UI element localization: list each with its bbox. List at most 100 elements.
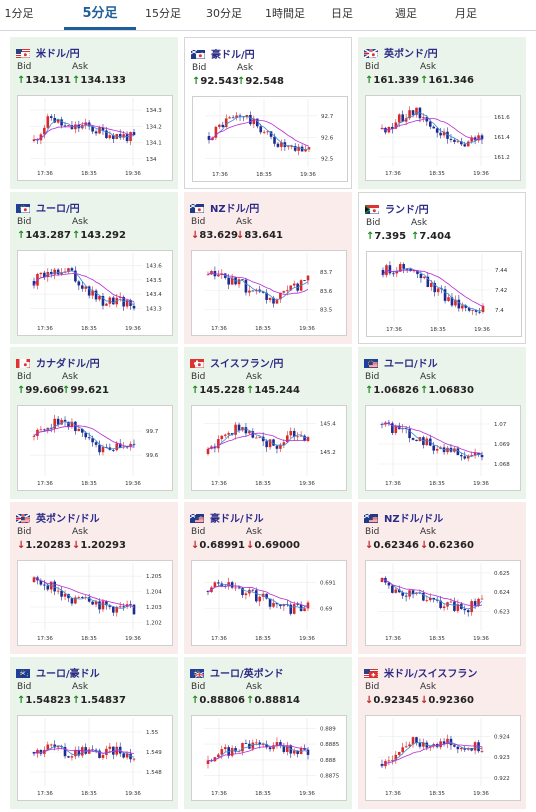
candlestick-chart[interactable]: 17:36 18:35 19:36 1.55 1.549 1.548 bbox=[17, 715, 173, 801]
pair-title[interactable]: ランド/円 bbox=[365, 201, 429, 216]
pair-title[interactable]: ユーロ/豪ドル bbox=[16, 665, 100, 680]
rate-card[interactable]: NZドル/円 Bid Ask ↓83.629 ↓83.641 17:36 18:35 19:3… bbox=[184, 192, 352, 344]
rate-card[interactable]: 英ポンド/ドル Bid Ask ↓1.20283 ↓1.20293 17:36 18:35 1… bbox=[10, 502, 178, 654]
pair-title[interactable]: ユーロ/英ポンド bbox=[190, 665, 284, 680]
candle bbox=[118, 296, 122, 298]
candle bbox=[415, 107, 418, 115]
candlestick-chart[interactable]: 17:36 18:35 19:36 143.6 143.5 143.4 143.3 bbox=[17, 250, 173, 336]
pair-title[interactable]: 豪ドル/円 bbox=[191, 46, 255, 61]
pair-name[interactable]: 英ポンド/円 bbox=[384, 49, 438, 60]
rate-card[interactable]: 英ポンド/円 Bid Ask ↑161.339 ↑161.346 17:36 18:35 19… bbox=[358, 37, 526, 189]
candlestick-chart[interactable]: 17:36 18:35 19:36 145.4 145.2 bbox=[191, 405, 347, 491]
candlestick-chart[interactable]: 17:36 18:35 19:36 1.205 1.204 1.203 1.202 bbox=[17, 560, 173, 646]
pair-name[interactable]: ユーロ/ドル bbox=[384, 359, 438, 370]
pair-title[interactable]: 英ポンド/ドル bbox=[16, 510, 100, 525]
rate-card[interactable]: 米ドル/円 Bid Ask ↑134.131 ↑134.133 17:36 18:35 19:… bbox=[10, 37, 178, 189]
candle bbox=[80, 428, 84, 433]
eu-au-flag-icon bbox=[16, 669, 30, 678]
candle bbox=[217, 274, 220, 277]
pair-name[interactable]: ユーロ/豪ドル bbox=[36, 669, 100, 680]
candle bbox=[43, 127, 46, 135]
tab-8[interactable]: 月足 bbox=[455, 7, 477, 20]
candlestick-chart[interactable]: 17:36 18:35 19:36 92.7 92.6 92.5 bbox=[192, 96, 348, 182]
pair-name[interactable]: ユーロ/英ポンド bbox=[210, 669, 284, 680]
pair-name[interactable]: ユーロ/円 bbox=[36, 204, 80, 215]
ask-value: ↓0.69000 bbox=[246, 540, 300, 551]
rate-card[interactable]: スイスフラン/円 Bid Ask ↑145.228 ↑145.244 17:36 18:35… bbox=[184, 347, 352, 499]
candle bbox=[425, 600, 429, 601]
pair-name[interactable]: 米ドル/スイスフラン bbox=[384, 669, 478, 680]
pair-title[interactable]: 米ドル/スイスフラン bbox=[364, 665, 477, 680]
tab-1[interactable]: 1分足 bbox=[4, 7, 34, 20]
pair-name[interactable]: ランド/円 bbox=[385, 205, 429, 216]
candle bbox=[460, 455, 463, 457]
ask-value: ↑145.244 bbox=[246, 385, 300, 396]
candlestick-chart[interactable]: 17:36 18:35 19:36 0.625 0.624 0.623 bbox=[365, 560, 521, 646]
candle bbox=[108, 746, 112, 749]
candlestick-chart[interactable]: 17:36 18:35 19:36 1.07 1.069 1.068 bbox=[365, 405, 521, 491]
pair-title[interactable]: ユーロ/円 bbox=[16, 200, 80, 215]
tab-4[interactable]: 30分足 bbox=[206, 7, 242, 20]
candlestick-chart[interactable]: 17:36 18:35 19:36 0.889 0.8885 0.888 0.8875 bbox=[191, 715, 347, 801]
pair-title[interactable]: スイスフラン/円 bbox=[190, 355, 283, 370]
candle bbox=[77, 428, 81, 432]
candle bbox=[290, 146, 294, 147]
candlestick-chart[interactable]: 17:36 18:35 19:36 0.924 0.923 0.922 bbox=[365, 715, 521, 801]
pair-name[interactable]: 豪ドル/円 bbox=[211, 50, 255, 61]
candle bbox=[63, 125, 67, 127]
pair-name[interactable]: 英ポンド/ドル bbox=[36, 514, 100, 525]
nz-us-flag-icon bbox=[364, 514, 378, 523]
pair-name[interactable]: スイスフラン/円 bbox=[210, 359, 284, 370]
candle bbox=[223, 434, 227, 436]
pair-title[interactable]: カナダドル/円 bbox=[16, 355, 100, 370]
pair-name[interactable]: NZドル/ドル bbox=[384, 514, 444, 525]
candle bbox=[394, 122, 398, 129]
candlestick-chart[interactable]: 17:36 18:35 19:36 161.6 161.4 161.2 bbox=[365, 95, 521, 181]
pair-title[interactable]: 豪ドル/ドル bbox=[190, 510, 264, 525]
pair-title[interactable]: ユーロ/ドル bbox=[364, 355, 438, 370]
candle bbox=[255, 118, 259, 127]
rate-card[interactable]: ランド/円 Bid Ask ↑7.395 ↑7.404 17:36 18:35 19:36 7.… bbox=[358, 192, 526, 344]
pair-title[interactable]: NZドル/ドル bbox=[364, 510, 443, 525]
bid-label: Bid bbox=[17, 527, 32, 537]
pair-name[interactable]: 米ドル/円 bbox=[36, 49, 80, 60]
pair-title[interactable]: 米ドル/円 bbox=[16, 45, 80, 60]
tab-5[interactable]: 1時間足 bbox=[265, 7, 305, 20]
rate-card[interactable]: ユーロ/豪ドル Bid Ask ↑1.54823 ↑1.54837 17:36 18:35 1… bbox=[10, 657, 178, 809]
candle bbox=[112, 606, 115, 613]
candle bbox=[56, 418, 60, 425]
rate-card[interactable]: ユーロ/ドル Bid Ask ↑1.06826 ↑1.06830 17:36 18:35 19… bbox=[358, 347, 526, 499]
rate-card[interactable]: 米ドル/スイスフラン Bid Ask ↓0.92345 ↓0.92360 17:36 18:… bbox=[358, 657, 526, 809]
pair-title[interactable]: NZドル/円 bbox=[190, 200, 259, 215]
candlestick-chart[interactable]: 17:36 18:35 19:36 134.3 134.2 134.1 134 bbox=[17, 95, 173, 181]
rate-card[interactable]: ユーロ/円 Bid Ask ↑143.287 ↑143.292 17:36 18:35 19:… bbox=[10, 192, 178, 344]
candlestick-chart[interactable]: 17:36 18:35 19:36 83.7 83.6 83.5 bbox=[191, 250, 347, 336]
candle bbox=[411, 590, 415, 594]
y-tick-label: 134.1 bbox=[146, 141, 162, 147]
candle bbox=[220, 749, 224, 755]
pair-name[interactable]: カナダドル/円 bbox=[36, 359, 100, 370]
candle bbox=[32, 139, 36, 141]
rate-card[interactable]: ユーロ/英ポンド Bid Ask ↑0.88806 ↑0.88814 17:36 18:35… bbox=[184, 657, 352, 809]
pair-name[interactable]: 豪ドル/ドル bbox=[210, 514, 264, 525]
candle bbox=[388, 265, 392, 274]
tab-6[interactable]: 日足 bbox=[331, 7, 353, 20]
pair-title[interactable]: 英ポンド/円 bbox=[364, 45, 438, 60]
tab-2[interactable]: 5分足 bbox=[64, 0, 136, 30]
rate-card[interactable]: カナダドル/円 Bid Ask ↑99.606 ↑99.621 17:36 18:35 19:… bbox=[10, 347, 178, 499]
rate-card[interactable]: 豪ドル/円 Bid Ask ↑92.543 ↑92.548 17:36 18:35 19:36… bbox=[184, 37, 352, 189]
candle bbox=[275, 445, 279, 449]
candle bbox=[408, 429, 411, 439]
rate-card[interactable]: NZドル/ドル Bid Ask ↓0.62346 ↓0.62360 17:36 18:35 1… bbox=[358, 502, 526, 654]
candle bbox=[132, 604, 136, 615]
candlestick-chart[interactable]: 17:36 18:35 19:36 99.7 99.6 bbox=[17, 405, 173, 491]
short-moving-average-line bbox=[33, 745, 135, 758]
pair-name[interactable]: NZドル/円 bbox=[210, 204, 260, 215]
rate-card[interactable]: 豪ドル/ドル Bid Ask ↓0.68991 ↓0.69000 17:36 18:35 19… bbox=[184, 502, 352, 654]
tab-7[interactable]: 週足 bbox=[395, 7, 417, 20]
candlestick-chart[interactable]: 17:36 18:35 19:36 0.691 0.69 bbox=[191, 560, 347, 646]
candle bbox=[443, 289, 447, 301]
long-moving-average-line bbox=[33, 577, 135, 608]
tab-3[interactable]: 15分足 bbox=[145, 7, 181, 20]
candlestick-chart[interactable]: 17:36 18:35 19:36 7.44 7.42 7.4 bbox=[366, 251, 522, 337]
